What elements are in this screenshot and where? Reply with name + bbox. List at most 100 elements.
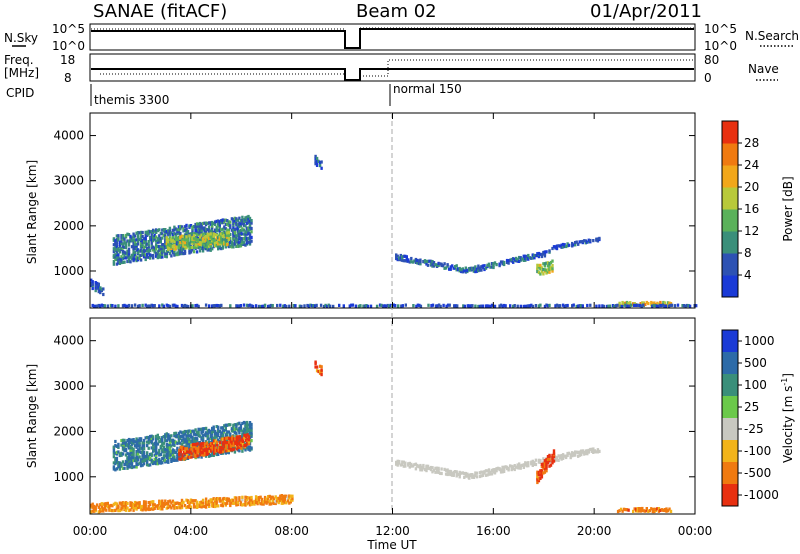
heatmap-cell	[183, 233, 187, 237]
heatmap-cell	[247, 304, 250, 308]
heatmap-cell	[236, 244, 240, 248]
heatmap-cell	[118, 467, 122, 471]
heatmap-cell	[103, 507, 106, 511]
heatmap-cell	[206, 435, 209, 439]
heatmap-cell	[248, 232, 252, 236]
heatmap-cell	[248, 240, 252, 244]
heatmap-cell	[239, 231, 243, 235]
heatmap-cell	[223, 237, 226, 241]
heatmap-cell	[127, 457, 131, 461]
heatmap-cell	[242, 430, 246, 434]
heatmap-cell	[571, 241, 574, 246]
heatmap-cell	[167, 304, 170, 308]
heatmap-cell	[173, 243, 176, 248]
heatmap-cell	[260, 502, 264, 506]
heatmap-cell	[115, 456, 119, 460]
heatmap-cell	[191, 229, 194, 233]
heatmap-cell	[248, 421, 252, 425]
heatmap-cell	[245, 497, 249, 501]
heatmap-cell	[193, 451, 196, 455]
colorbar-tick-label: 16	[744, 202, 759, 216]
heatmap-cell	[217, 219, 220, 223]
heatmap-cell	[250, 235, 253, 239]
heatmap-cell	[192, 502, 196, 506]
heatmap-cell	[342, 304, 345, 308]
heatmap-cell	[156, 244, 159, 248]
heatmap-cell	[268, 502, 271, 506]
heatmap-cell	[236, 428, 240, 432]
heatmap-cell	[191, 237, 194, 241]
heatmap-cell	[232, 236, 235, 240]
colorbar-block	[722, 330, 738, 353]
heatmap-cell	[218, 429, 221, 433]
heatmap-cell	[156, 459, 159, 463]
heatmap-cell	[401, 255, 404, 259]
heatmap-cell	[235, 500, 238, 504]
heatmap-cell	[223, 240, 226, 244]
heatmap-cell	[174, 237, 178, 242]
heatmap-cell	[537, 470, 541, 474]
heatmap-cell	[492, 468, 495, 472]
heatmap-cell	[239, 503, 243, 507]
heatmap-cell	[124, 508, 128, 512]
heatmap-cell	[516, 304, 519, 308]
heatmap-cell	[165, 506, 168, 510]
heatmap-cell	[170, 434, 173, 438]
heatmap-cell	[218, 225, 221, 229]
colorbar-block	[722, 231, 738, 254]
heatmap-cell	[233, 236, 237, 240]
heatmap-cell	[220, 437, 223, 441]
heatmap-cell	[209, 432, 212, 436]
heatmap-cell	[241, 437, 245, 441]
heatmap-cell	[156, 462, 159, 466]
heatmap-cell	[229, 448, 233, 452]
heatmap-cell	[121, 250, 125, 254]
y-tick-label: 4000	[53, 129, 84, 143]
heatmap-cell	[132, 453, 135, 457]
heatmap-cell	[236, 239, 240, 244]
heatmap-cell	[429, 468, 433, 472]
heatmap-cell	[200, 503, 203, 507]
heatmap-cell	[268, 494, 271, 498]
heatmap-cell	[584, 239, 587, 243]
heatmap-cell	[399, 463, 402, 467]
heatmap-cell	[533, 256, 536, 260]
heatmap-cell	[192, 225, 196, 229]
heatmap-cell	[236, 304, 240, 308]
heatmap-cell	[189, 237, 193, 241]
heatmap-cell	[132, 234, 135, 238]
heatmap-cell	[150, 500, 153, 504]
heatmap-cell	[190, 451, 193, 455]
heatmap-cell	[217, 221, 220, 226]
heatmap-cell	[586, 452, 589, 456]
heatmap-cell	[502, 467, 506, 471]
heatmap-cell	[149, 452, 152, 456]
heatmap-cell	[155, 451, 158, 456]
heatmap-cell	[114, 501, 117, 505]
heatmap-cell	[142, 253, 146, 257]
heatmap-cell	[112, 451, 116, 455]
heatmap-cell	[121, 252, 125, 256]
heatmap-cell	[204, 247, 208, 251]
heatmap-cell	[174, 440, 178, 444]
heatmap-cell	[139, 450, 143, 455]
heatmap-cell	[455, 472, 458, 476]
heatmap-cell	[563, 454, 566, 458]
heatmap-cell	[182, 243, 185, 247]
heatmap-cell	[127, 455, 131, 459]
heatmap-cell	[224, 423, 227, 427]
heatmap-cell	[174, 252, 178, 257]
colorbar-block	[722, 209, 738, 232]
heatmap-cell	[685, 303, 689, 308]
heatmap-cell	[633, 507, 636, 511]
heatmap-cell	[201, 434, 205, 438]
heatmap-cell	[628, 304, 631, 308]
freq-label-line2: [MHz]	[4, 66, 39, 80]
heatmap-cell	[168, 246, 172, 251]
heatmap-cell	[405, 255, 408, 259]
heatmap-cell	[481, 264, 485, 268]
heatmap-cell	[230, 429, 234, 433]
heatmap-cell	[195, 241, 199, 245]
heatmap-cell	[127, 247, 131, 251]
heatmap-cell	[200, 500, 203, 504]
